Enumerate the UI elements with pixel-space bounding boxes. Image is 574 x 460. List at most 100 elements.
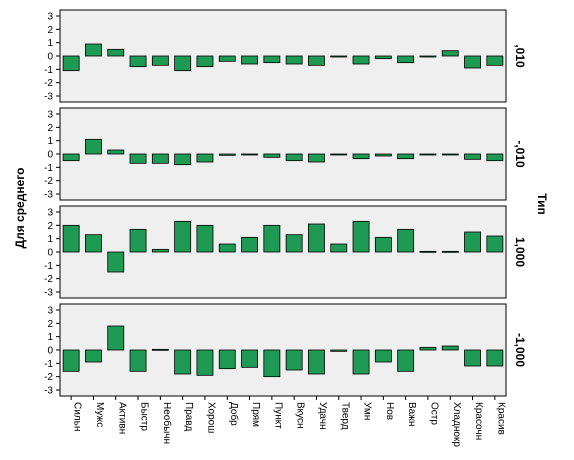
category-label: Нов xyxy=(384,402,395,420)
bar-Правд xyxy=(174,153,192,166)
y-tick-label: 3 xyxy=(47,110,53,121)
bar-Нов xyxy=(374,55,392,60)
category-label: Остр xyxy=(428,402,439,425)
category-label: Прям xyxy=(250,402,261,427)
category-label: Умн xyxy=(362,402,373,420)
y-tick-label: -2 xyxy=(44,372,53,383)
panel-background xyxy=(59,9,507,103)
bar-Красив xyxy=(486,235,504,253)
bar-Сильн xyxy=(62,224,80,253)
panel-label: ,010 xyxy=(513,44,527,68)
bar-Необычн xyxy=(151,153,169,164)
category-label: Вкусн xyxy=(295,402,306,429)
bar-Хорош xyxy=(196,55,214,68)
panel-label: -1,000 xyxy=(513,333,527,367)
y-tick-label: 1 xyxy=(47,234,53,245)
bar-Прям xyxy=(241,349,258,368)
bar-Остр xyxy=(419,153,437,156)
bar-Нов xyxy=(374,236,392,253)
bar-Сильн xyxy=(62,349,80,372)
y-tick-label: 2 xyxy=(47,123,53,134)
y-tick-label: 0 xyxy=(47,346,53,357)
panel-label: 1,000 xyxy=(513,237,527,267)
y-tick-label: 3 xyxy=(47,208,53,219)
bar-Красочн xyxy=(464,349,481,367)
category-label: Необычн xyxy=(161,402,173,444)
category-label: Быстр xyxy=(139,402,150,431)
bar-Умн xyxy=(352,220,370,253)
bar-Добр xyxy=(218,349,236,370)
bar-Вкусн xyxy=(285,55,303,65)
bar-Пункт xyxy=(263,153,281,158)
y-tick-label: -3 xyxy=(44,92,53,103)
bar-Хладнокр xyxy=(441,250,459,253)
category-label: Красив xyxy=(495,402,506,435)
y-tick-label: -2 xyxy=(44,274,53,285)
panel-2: 3 2 1 0 -1 -2 -3 -,010 xyxy=(44,107,527,201)
bar-Нов xyxy=(374,153,392,157)
bar-Пункт xyxy=(263,224,281,253)
bar-Красочн xyxy=(464,55,481,69)
bar-Правд xyxy=(174,349,192,375)
y-tick-label: 2 xyxy=(47,25,53,36)
bar-Прям xyxy=(241,55,258,65)
y-tick-label: -1 xyxy=(44,359,53,370)
y-tick-label: 0 xyxy=(47,150,53,161)
bar-Хорош xyxy=(196,224,214,253)
bar-Добр xyxy=(218,243,236,253)
bar-Активн xyxy=(107,325,125,351)
category-label: Хорош xyxy=(205,402,216,433)
bar-Умн xyxy=(352,153,370,160)
bar-Удачн xyxy=(308,55,325,66)
bar-Удачн xyxy=(308,349,325,375)
bar-Красив xyxy=(486,55,504,66)
bar-Правд xyxy=(174,55,192,72)
y-tick-label: 0 xyxy=(47,248,53,259)
bar-Необычн xyxy=(151,348,169,351)
panel-4: 3 2 1 0 -1 -2 -3 -1,000 xyxy=(44,303,527,397)
panel-label: -,010 xyxy=(513,140,527,168)
bar-Красив xyxy=(486,349,504,367)
y-tick-label: 3 xyxy=(47,306,53,317)
category-label: Хладнокр xyxy=(451,402,462,447)
category-label: Тверд xyxy=(339,402,350,430)
category-label: Добр xyxy=(228,402,240,426)
bar-Важн xyxy=(397,55,415,64)
bar-Тверд xyxy=(330,243,348,253)
bar-Красив xyxy=(486,153,504,162)
bar-Хорош xyxy=(196,153,214,163)
bar-Быстр xyxy=(129,55,147,68)
bar-Хорош xyxy=(196,349,214,376)
panel-1: 3 2 1 0 -1 -2 -3 ,010 xyxy=(44,9,527,103)
category-label: Сильн xyxy=(72,402,83,431)
y-tick-label: 2 xyxy=(47,221,53,232)
bar-Пункт xyxy=(263,349,281,378)
bar-Тверд xyxy=(330,153,348,156)
panel-background xyxy=(59,303,507,397)
y-tick-label: -1 xyxy=(44,163,53,174)
bar-Остр xyxy=(419,250,437,253)
bar-Мужс xyxy=(85,138,102,155)
chart-panels: 3 2 1 0 -1 -2 -3 ,010 3 2 1 0 -1 -2 -3 -,010 3 2 1 0 -1 -2 -3 1… xyxy=(44,9,527,397)
panel-background xyxy=(59,107,507,201)
y-tick-label: 1 xyxy=(47,38,53,49)
bar-Пункт xyxy=(263,55,281,64)
y-tick-label: -3 xyxy=(44,190,53,201)
category-label: Мужс xyxy=(94,402,105,427)
bar-Прям xyxy=(241,236,258,253)
y-tick-label: -2 xyxy=(44,176,53,187)
bar-Мужс xyxy=(85,349,102,363)
category-label: Удачн xyxy=(317,402,328,429)
bar-Красочн xyxy=(464,231,481,253)
bar-Добр xyxy=(218,153,236,156)
category-label: Активн xyxy=(116,402,127,434)
bar-Хладнокр xyxy=(441,153,459,156)
bar-Удачн xyxy=(308,153,325,163)
bar-Мужс xyxy=(85,234,102,253)
bar-Важн xyxy=(397,228,415,253)
bar-Активн xyxy=(107,149,125,155)
bar-Остр xyxy=(419,55,437,58)
bar-Хладнокр xyxy=(441,345,459,351)
y-tick-label: 2 xyxy=(47,319,53,330)
